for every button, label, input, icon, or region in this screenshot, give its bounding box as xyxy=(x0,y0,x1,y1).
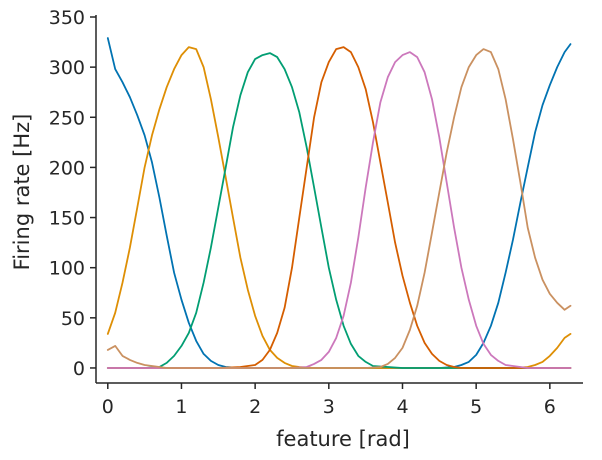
x-axis-label: feature [rad] xyxy=(276,427,410,451)
axes xyxy=(95,15,583,384)
x-tick-label: 5 xyxy=(470,396,482,418)
y-tick-label: 250 xyxy=(49,107,85,129)
series-line-5 xyxy=(106,51,572,369)
x-tick-label: 6 xyxy=(544,396,556,418)
series-line-6 xyxy=(106,48,572,369)
y-ticks: 0 50 100 150 200 250 300 350 xyxy=(49,7,96,380)
x-tick-label: 3 xyxy=(323,396,335,418)
series-layer xyxy=(106,37,572,369)
x-tick-label: 2 xyxy=(249,396,261,418)
y-tick-label: 50 xyxy=(61,308,85,330)
x-ticks: 0 1 2 3 4 5 6 xyxy=(102,383,556,418)
y-tick-label: 350 xyxy=(49,7,85,29)
y-tick-label: 100 xyxy=(49,258,85,280)
x-tick-label: 1 xyxy=(175,396,187,418)
y-tick-label: 300 xyxy=(49,57,85,79)
y-tick-label: 0 xyxy=(73,358,85,380)
y-tick-label: 150 xyxy=(49,208,85,230)
y-axis-label: Firing rate [Hz] xyxy=(10,114,34,271)
y-tick-label: 200 xyxy=(49,157,85,179)
series-line-2 xyxy=(106,46,572,369)
series-line-1 xyxy=(106,37,572,369)
series-line-3 xyxy=(106,52,572,369)
series-line-4 xyxy=(106,46,572,369)
x-tick-label: 4 xyxy=(396,396,408,418)
x-tick-label: 0 xyxy=(102,396,114,418)
